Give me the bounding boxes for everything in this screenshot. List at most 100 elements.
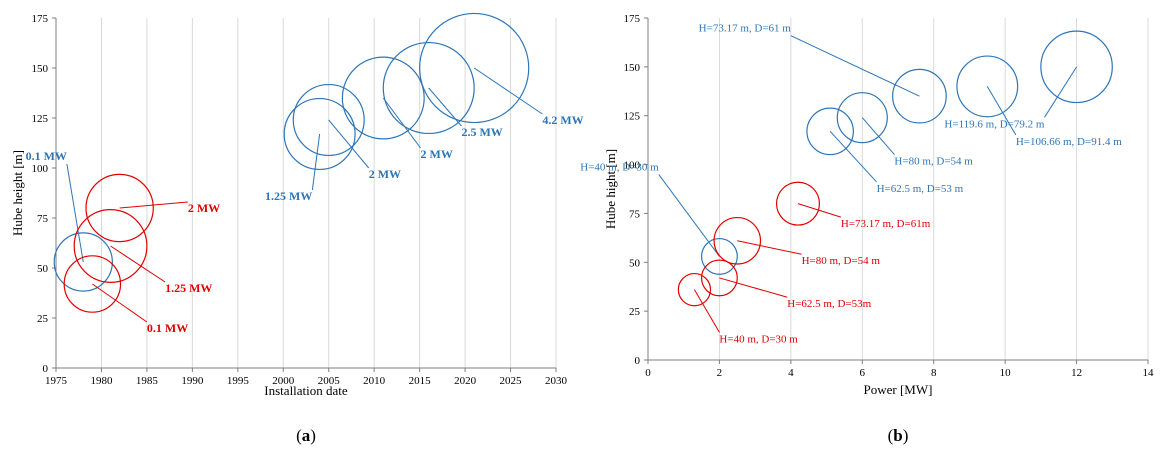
data-label: H=80 m, D=54 m: [894, 156, 973, 168]
bubble-blue: [806, 107, 854, 156]
x-tick-label: 8: [931, 367, 937, 379]
bubble-red: [73, 209, 148, 283]
leader-line: [790, 35, 920, 97]
data-label: 2 MW: [369, 167, 401, 181]
data-label: 0.1 MW: [147, 321, 188, 335]
data-label: H=73.17 m, D=61m: [841, 218, 931, 230]
leader-line: [311, 133, 321, 191]
bubble-red: [677, 272, 712, 307]
data-label: 1.25 MW: [265, 189, 312, 203]
x-tick-label: 10: [1000, 367, 1012, 379]
x-tick-label: 4: [788, 367, 794, 379]
x-tick-label: 2000: [272, 375, 295, 387]
leader-line: [986, 86, 1017, 136]
bubble-blue: [700, 237, 738, 275]
bubble-red: [775, 181, 821, 226]
x-tick-label: 2010: [363, 375, 386, 387]
x-tick-label: 14: [1143, 367, 1155, 379]
bubble-blue: [836, 92, 888, 144]
x-tick-label: 6: [860, 367, 866, 379]
y-tick-label: 125: [624, 111, 641, 123]
x-tick-label: 0: [645, 367, 651, 379]
y-tick-label: 25: [629, 306, 641, 318]
bubble-blue: [956, 55, 1019, 118]
bubble-blue: [53, 232, 113, 292]
data-label: H=119.6 m, D=79.2 m: [944, 118, 1044, 130]
leader-line: [92, 283, 148, 323]
data-label: H=80 m, D=54 m: [802, 255, 881, 267]
y-axis-title: Hube hight [m]: [603, 149, 618, 229]
chart-b: 0 25 50 75 100 125 150 175 0 2 4 6 8 10 12 14 Power [MW]…: [580, 13, 1154, 397]
data-label: H=62.5 m, D=53m: [787, 298, 871, 310]
leader-line: [797, 203, 842, 218]
y-tick-label: 150: [624, 62, 641, 74]
x-tick-label: 2030: [545, 375, 568, 387]
x-axis-title: Installation date: [264, 383, 348, 398]
x-tick-label: 1975: [45, 375, 68, 387]
bubble-blue: [283, 97, 356, 171]
data-label: 1.25 MW: [165, 281, 212, 295]
x-axis-title: Power [MW]: [864, 382, 933, 397]
y-tick-label: 150: [32, 63, 49, 75]
x-tick-label: 1995: [227, 375, 250, 387]
data-label: H=106.66 m, D=91.4 m: [1016, 136, 1122, 148]
y-axis-title: Hube height [m]: [10, 150, 25, 236]
x-tick-label: 2015: [409, 375, 432, 387]
y-tick-label: 75: [629, 208, 641, 220]
leader-line: [66, 163, 84, 263]
chart-a: 0 25 50 75 100 125 150 175 1975 1980 1985 1990 1995 2…: [10, 12, 584, 398]
y-tick-label: 100: [32, 163, 49, 175]
x-tick-label: 1985: [136, 375, 159, 387]
leader-line: [428, 87, 462, 127]
leader-line: [693, 289, 720, 333]
y-tick-label: 0: [635, 355, 641, 367]
caption-a: (a): [296, 426, 316, 445]
leader-line: [328, 119, 370, 169]
bubble-red: [63, 255, 122, 313]
y-tick-label: 25: [37, 313, 49, 325]
y-tick-label: 0: [43, 363, 49, 375]
x-tick-label: 2025: [500, 375, 523, 387]
bubble-red: [713, 216, 762, 265]
y-tick-label: 125: [32, 113, 49, 125]
leader-line: [1044, 66, 1077, 118]
x-tick-label: 1990: [181, 375, 204, 387]
leader-line: [119, 201, 188, 209]
data-label: 0.1 MW: [26, 149, 67, 163]
data-label: 2.5 MW: [461, 125, 502, 139]
caption-b: (b): [888, 426, 909, 445]
data-label: H=73.17 m, D=61 m: [699, 23, 792, 35]
y-tick-label: 50: [629, 257, 641, 269]
bubble-red: [85, 173, 154, 243]
leader-line: [473, 67, 543, 115]
x-tick-label: 1980: [90, 375, 113, 387]
y-tick-label: 75: [37, 213, 49, 225]
data-label: 4.2 MW: [542, 113, 583, 127]
data-label: 2 MW: [421, 147, 453, 161]
leader-line: [737, 240, 802, 255]
data-label: 2 MW: [188, 201, 220, 215]
x-tick-label: 2: [717, 367, 723, 379]
y-tick-label: 175: [624, 13, 641, 25]
bubble-blue: [292, 83, 365, 157]
x-tick-label: 2005: [318, 375, 341, 387]
y-tick-label: 50: [37, 263, 49, 275]
leader-line: [658, 174, 720, 257]
bubble-blue: [419, 12, 530, 124]
bubble-blue: [1040, 30, 1113, 104]
bubble-red: [700, 259, 738, 297]
data-label: H=40 m, D=30 m: [719, 333, 798, 345]
x-tick-label: 2020: [454, 375, 477, 387]
bubble-blue: [341, 56, 425, 140]
leader-line: [719, 277, 788, 298]
x-tick-label: 12: [1071, 367, 1082, 379]
bubble-blue: [382, 41, 475, 135]
leader-line: [829, 131, 877, 183]
leader-line: [861, 117, 895, 155]
leader-line: [110, 245, 166, 283]
y-tick-label: 175: [32, 13, 49, 25]
y-tick-label: 100: [624, 160, 641, 172]
bubble-blue: [892, 68, 947, 124]
leader-line: [382, 97, 421, 149]
